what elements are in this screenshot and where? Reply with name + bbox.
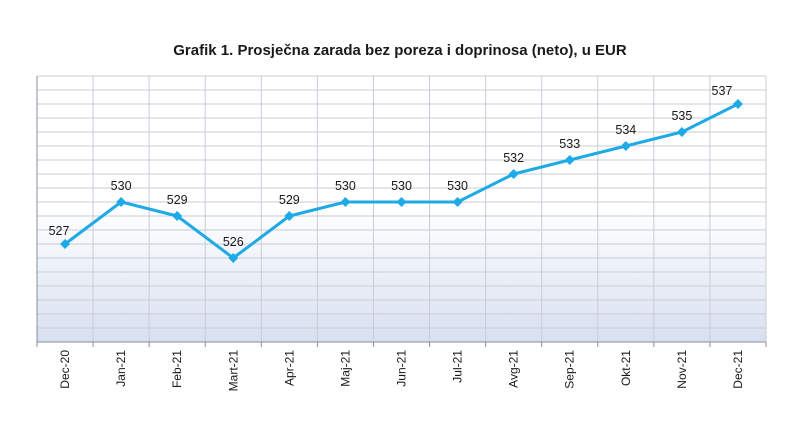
plot-area bbox=[37, 76, 766, 342]
x-tick-label: Okt-21 bbox=[619, 350, 633, 386]
x-tick-label: Avg-21 bbox=[507, 350, 521, 388]
data-labels: 527 530 529 526 529 530 530 530 532 533 534 535 537 bbox=[49, 84, 733, 249]
data-label: 529 bbox=[279, 193, 300, 207]
data-label: 526 bbox=[223, 235, 244, 249]
data-point-marker bbox=[60, 239, 71, 249]
data-point-marker bbox=[172, 211, 183, 221]
x-tick-label: Maj-21 bbox=[338, 350, 352, 387]
data-label: 535 bbox=[671, 109, 692, 123]
x-tick-label: Dec-20 bbox=[58, 350, 72, 389]
data-label: 529 bbox=[167, 193, 188, 207]
data-point-marker bbox=[452, 197, 463, 207]
data-label: 530 bbox=[447, 179, 468, 193]
data-point-marker bbox=[340, 197, 351, 207]
data-point-marker bbox=[732, 99, 743, 109]
axes bbox=[36, 76, 767, 347]
data-point-marker bbox=[564, 155, 575, 165]
data-point-marker bbox=[228, 253, 239, 263]
data-point-marker bbox=[620, 141, 631, 151]
x-tick-label: Feb-21 bbox=[170, 350, 184, 388]
x-tick-label: Jun-21 bbox=[395, 350, 409, 387]
chart-title: Grafik 1. Prosječna zarada bez poreza i … bbox=[173, 42, 627, 59]
x-tick-label: Jan-21 bbox=[114, 350, 128, 387]
data-points bbox=[60, 99, 743, 263]
x-tick-label: Sep-21 bbox=[563, 350, 577, 389]
data-point-marker bbox=[508, 169, 519, 179]
data-label: 534 bbox=[615, 123, 636, 137]
x-tick-label: Mart-21 bbox=[226, 350, 240, 392]
x-tick-label: Dec-21 bbox=[731, 350, 745, 389]
data-label: 530 bbox=[111, 179, 132, 193]
data-point-marker bbox=[396, 197, 407, 207]
data-point-marker bbox=[676, 127, 687, 137]
data-label: 527 bbox=[49, 224, 70, 238]
data-point-marker bbox=[284, 211, 295, 221]
data-label: 530 bbox=[391, 179, 412, 193]
data-point-marker bbox=[116, 197, 127, 207]
data-label: 530 bbox=[335, 179, 356, 193]
data-label: 537 bbox=[712, 84, 733, 98]
x-tick-label: Apr-21 bbox=[282, 350, 296, 386]
x-axis-tick-labels: Dec-20 Jan-21 Feb-21 Mart-21 Apr-21 Maj-21 Jun… bbox=[58, 350, 745, 392]
data-label: 532 bbox=[503, 151, 524, 165]
data-label: 533 bbox=[559, 137, 580, 151]
x-tick-label: Nov-21 bbox=[675, 350, 689, 389]
x-tick-label: Jul-21 bbox=[451, 350, 465, 383]
